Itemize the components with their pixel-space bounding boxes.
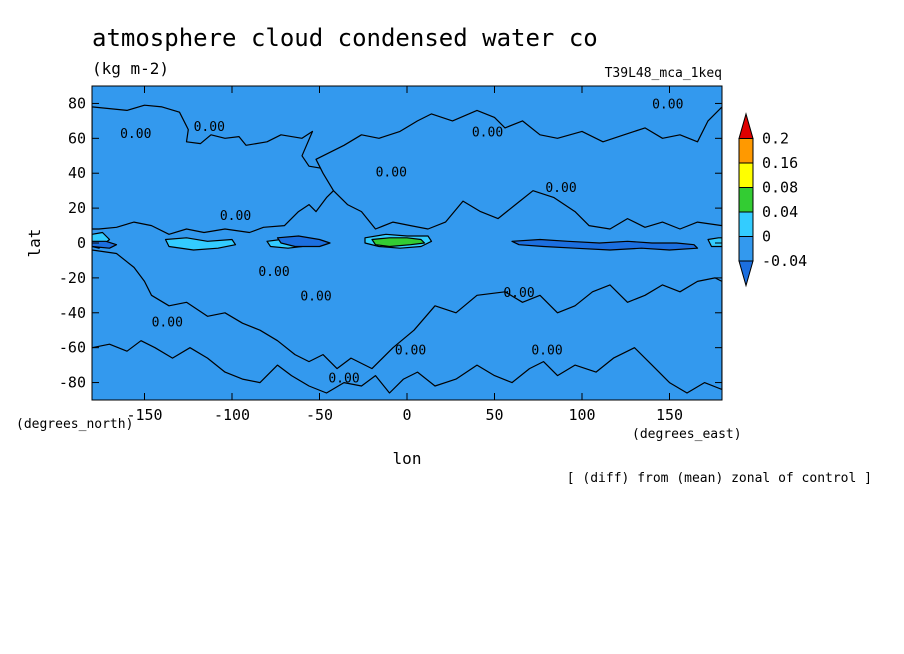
chart-title: atmosphere cloud condensed water co — [92, 24, 598, 52]
y-tick-label: -60 — [59, 339, 86, 357]
colorbar-segment — [738, 138, 754, 164]
contour-region-1 — [315, 106, 722, 230]
contour-label-4: 0.00 — [545, 181, 576, 196]
contour-regions — [92, 104, 722, 394]
y-axis: 80 60 40 20 0 -20 -40 -60 -80 — [59, 94, 722, 392]
y-tick-label: -40 — [59, 304, 86, 322]
units-label: (kg m-2) — [92, 59, 169, 78]
colorbar-label: 0.04 — [762, 203, 798, 221]
colorbar-segment — [738, 162, 754, 188]
y-tick-label: 80 — [68, 94, 86, 112]
y-tick-label: 20 — [68, 199, 86, 217]
x-axis: -150 -100 -50 0 50 100 150 — [126, 86, 683, 424]
colorbar-segment — [738, 187, 754, 213]
x-units-label: (degrees_east) — [632, 427, 742, 442]
x-tick-label: -50 — [306, 406, 333, 424]
colorbar-segment — [738, 211, 754, 237]
contour-label-6: 0.00 — [652, 97, 683, 112]
x-tick-label: 100 — [568, 406, 595, 424]
run-label: T39L48_mca_1keq — [605, 66, 722, 81]
colorbar-label: 0.08 — [762, 179, 798, 197]
colorbar-label: 0.16 — [762, 154, 798, 172]
contour-region-10 — [511, 238, 699, 251]
contour-label-9: 0.00 — [503, 286, 534, 301]
y-axis-label: lat — [25, 229, 44, 258]
contour-region-8 — [371, 237, 426, 248]
contour-label-12: 0.00 — [531, 343, 562, 358]
x-tick-label: 0 — [402, 406, 411, 424]
contour-label-5: 0.00 — [220, 209, 251, 224]
y-tick-label: 40 — [68, 164, 86, 182]
contour-label-1: 0.00 — [194, 120, 225, 135]
x-tick-label: -100 — [214, 406, 250, 424]
x-axis-label: lon — [393, 449, 422, 468]
contour-region-7 — [707, 237, 722, 248]
colorbar-bottom-triangle — [738, 260, 754, 288]
note-label: [ (diff) from (mean) zonal of control ] — [567, 471, 872, 486]
y-tick-label: 0 — [77, 234, 86, 252]
contour-region-2 — [92, 249, 722, 394]
colorbar-label: -0.04 — [762, 252, 807, 270]
x-tick-label: 150 — [656, 406, 683, 424]
y-tick-label: -80 — [59, 374, 86, 392]
contour-label-10: 0.00 — [152, 316, 183, 331]
contour-region-4 — [164, 237, 237, 251]
contour-label-8: 0.00 — [300, 289, 331, 304]
colorbar: 0.2 0.16 0.08 0.04 0 -0.04 — [738, 112, 807, 288]
contour-labels: 0.00 0.00 0.00 0.00 0.00 0.00 0.00 0.00 0.00 0.00… — [120, 97, 683, 386]
y-tick-label: -20 — [59, 269, 86, 287]
contour-label-11: 0.00 — [395, 343, 426, 358]
contour-region-9 — [276, 235, 331, 248]
y-units-label: (degrees_north) — [16, 417, 133, 432]
colorbar-label: 0 — [762, 228, 771, 246]
colorbar-top-triangle — [738, 112, 754, 139]
contour-label-2: 0.00 — [376, 165, 407, 180]
y-tick-label: 60 — [68, 129, 86, 147]
contour-label-7: 0.00 — [258, 265, 289, 280]
colorbar-segment — [738, 236, 754, 262]
contour-label-13: 0.00 — [328, 371, 359, 386]
x-tick-label: -150 — [126, 406, 162, 424]
x-tick-label: 50 — [485, 406, 503, 424]
colorbar-label: 0.2 — [762, 130, 789, 148]
contour-label-0: 0.00 — [120, 127, 151, 142]
contour-label-3: 0.00 — [472, 125, 503, 140]
